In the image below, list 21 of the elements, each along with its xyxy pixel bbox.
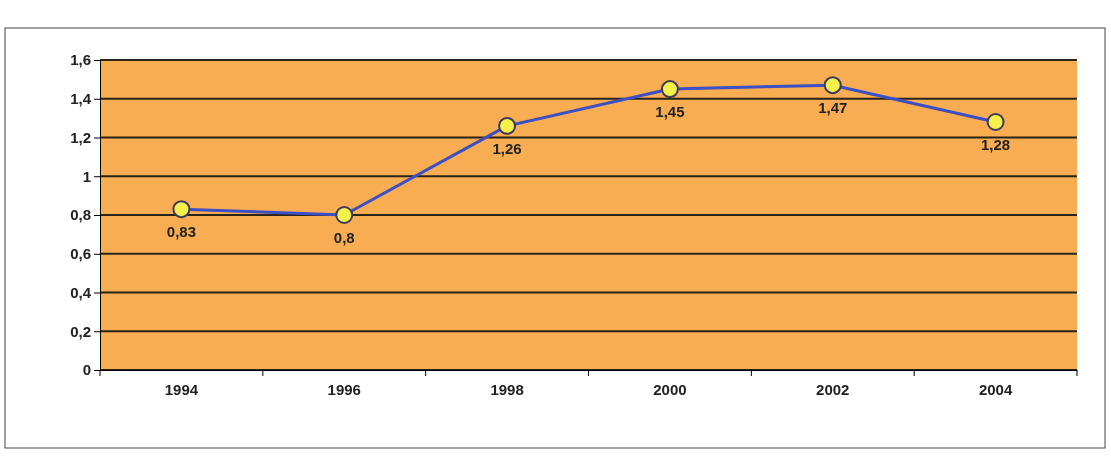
x-tick-label: 1998 <box>490 380 524 398</box>
y-tick-label: 0,2 <box>70 322 91 340</box>
x-tick-label: 2004 <box>978 380 1013 398</box>
y-tick-label: 0,4 <box>70 283 92 301</box>
x-tick-label: 1994 <box>164 380 199 398</box>
data-label: 1,47 <box>818 99 848 117</box>
y-tick-label: 1,4 <box>70 90 92 108</box>
data-label: 0,8 <box>333 229 355 246</box>
x-tick-label: 2000 <box>653 380 687 398</box>
data-label: 1,26 <box>492 139 522 157</box>
data-label: 1,28 <box>980 136 1011 153</box>
data-label: 0,83 <box>166 223 197 241</box>
y-tick-label: 1,2 <box>70 128 91 146</box>
y-tick-label: 0 <box>82 361 91 379</box>
y-tick-label: 0,6 <box>70 245 91 263</box>
y-tick-label: 1,6 <box>70 51 91 69</box>
x-tick-label: 1996 <box>327 380 361 398</box>
data-label: 1,45 <box>655 103 685 121</box>
y-tick-label: 0,8 <box>70 206 91 224</box>
y-tick-label: 1 <box>82 167 91 185</box>
x-tick-label: 2002 <box>816 380 850 398</box>
